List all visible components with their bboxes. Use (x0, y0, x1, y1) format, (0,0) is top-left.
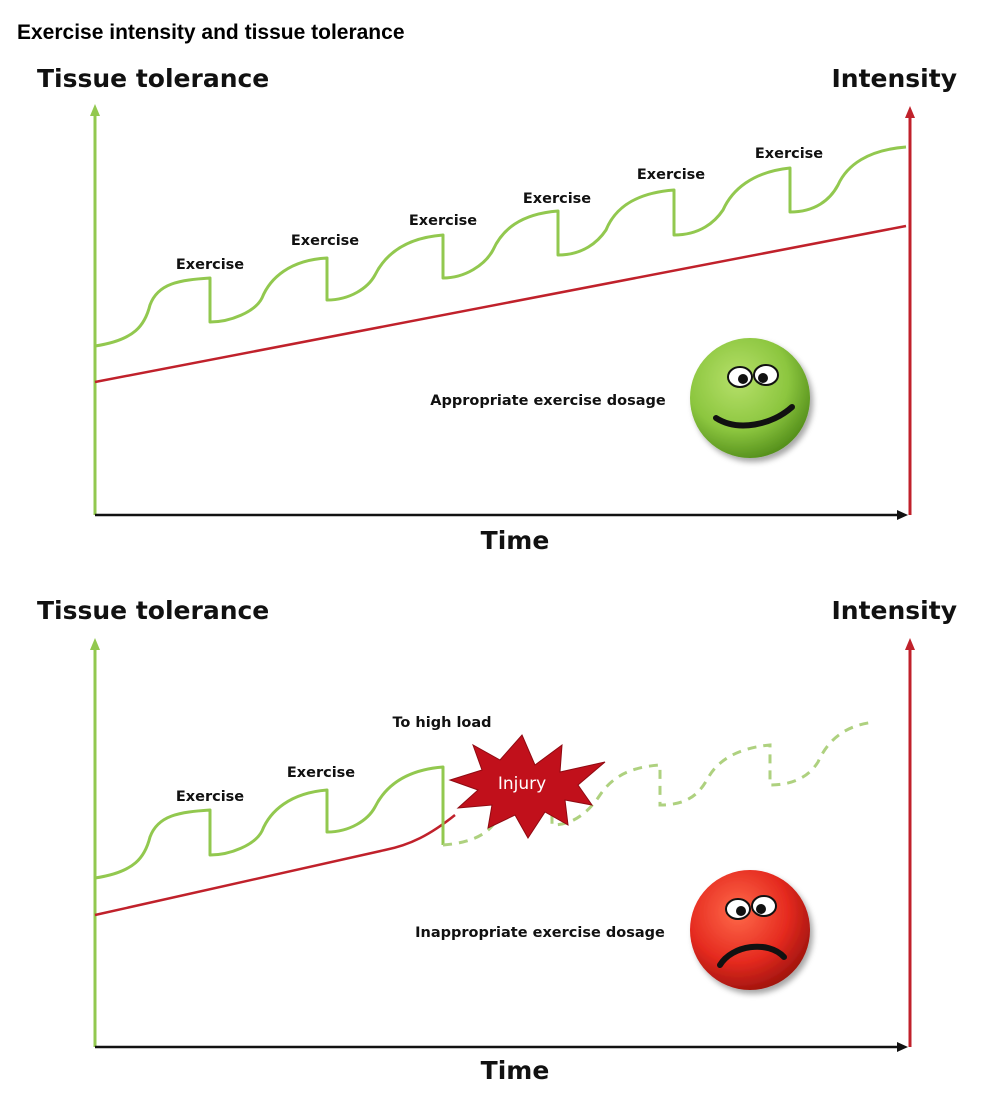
bottom-intensity-line (94, 814, 456, 917)
top-panel: Tissue tolerance Intensity Time Exercise… (37, 64, 957, 555)
top-exercise-label-1: Exercise (176, 257, 244, 273)
bottom-exercise-label-2: Exercise (287, 765, 355, 781)
bottom-time-axis-arrow (897, 1042, 908, 1052)
injury-burst-icon: Injury (448, 734, 606, 839)
top-time-axis-arrow (897, 510, 908, 520)
bottom-y-right-label: Intensity (831, 596, 957, 625)
top-y-left-label: Tissue tolerance (37, 64, 269, 93)
bottom-projected-tolerance-curve (442, 720, 876, 847)
bottom-intensity-axis-arrow (905, 638, 915, 650)
top-exercise-label-6: Exercise (755, 146, 823, 162)
bottom-caption: Inappropriate exercise dosage (415, 925, 665, 941)
top-intensity-line (94, 224, 907, 384)
top-tolerance-axis-arrow (90, 104, 100, 116)
high-load-label: To high load (392, 715, 491, 731)
injury-label: Injury (498, 774, 546, 794)
bottom-tolerance-axis-arrow (90, 638, 100, 650)
top-exercise-label-2: Exercise (291, 233, 359, 249)
top-intensity-axis-arrow (905, 106, 915, 118)
bottom-tolerance-curve (94, 765, 445, 880)
top-exercise-label-5: Exercise (637, 167, 705, 183)
happy-face-icon (690, 338, 810, 458)
sad-face-icon (690, 870, 810, 990)
bottom-time-label: Time (481, 1056, 550, 1085)
top-caption: Appropriate exercise dosage (430, 393, 666, 409)
diagram-title: Exercise intensity and tissue tolerance (17, 21, 405, 44)
bottom-exercise-label-1: Exercise (176, 789, 244, 805)
bottom-y-left-label: Tissue tolerance (37, 596, 269, 625)
top-y-right-label: Intensity (831, 64, 957, 93)
bottom-panel: Tissue tolerance Intensity Time Exercise… (37, 596, 957, 1085)
top-exercise-label-3: Exercise (409, 213, 477, 229)
top-tolerance-curve (94, 145, 907, 348)
top-exercise-label-4: Exercise (523, 191, 591, 207)
top-time-label: Time (481, 526, 550, 555)
